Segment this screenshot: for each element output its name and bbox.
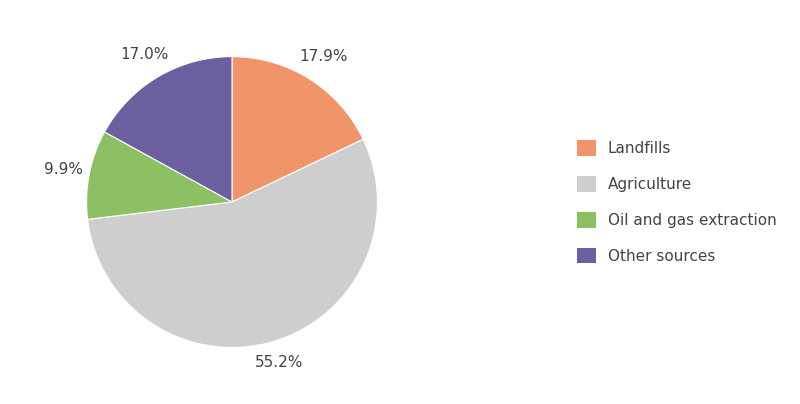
Wedge shape <box>86 132 232 219</box>
Text: 9.9%: 9.9% <box>44 162 83 177</box>
Text: 55.2%: 55.2% <box>254 355 303 370</box>
Wedge shape <box>105 57 232 202</box>
Wedge shape <box>232 57 363 202</box>
Wedge shape <box>87 139 378 347</box>
Text: 17.9%: 17.9% <box>299 49 348 64</box>
Legend: Landfills, Agriculture, Oil and gas extraction, Other sources: Landfills, Agriculture, Oil and gas extr… <box>570 133 784 271</box>
Text: 17.0%: 17.0% <box>121 47 169 62</box>
